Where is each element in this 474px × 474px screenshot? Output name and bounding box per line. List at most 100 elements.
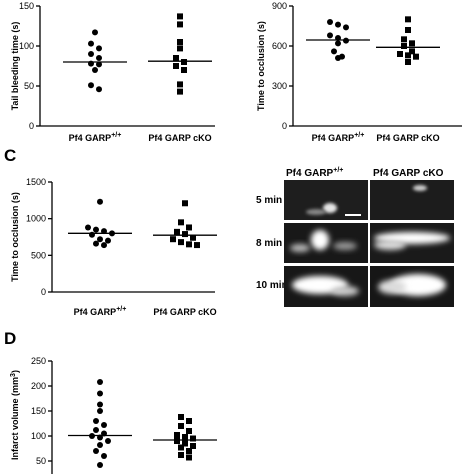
data-point — [97, 236, 103, 243]
micrograph-row-label-5min: 5 min — [256, 195, 282, 206]
data-point — [182, 434, 188, 440]
data-point — [182, 200, 188, 207]
y-axis-label: Time to occlusion (s) — [10, 192, 20, 282]
data-point — [105, 438, 111, 444]
data-point — [409, 48, 415, 55]
data-point — [173, 63, 179, 69]
data-point — [93, 427, 99, 433]
data-point — [174, 432, 180, 438]
data-point — [101, 242, 107, 249]
panel-c-occlusion: 0 500 1000 1500 Time to occlusion (s) Pf4 GAR… — [4, 146, 217, 317]
data-point — [409, 40, 415, 47]
data-point — [89, 231, 95, 238]
data-point — [93, 240, 99, 247]
y-tick-label: 50 — [36, 456, 46, 466]
data-point — [88, 51, 94, 57]
data-point — [405, 16, 411, 23]
data-point — [335, 35, 341, 41]
data-point — [97, 379, 103, 385]
data-point — [327, 19, 333, 25]
data-point — [89, 433, 95, 439]
data-point — [174, 228, 180, 235]
panel-tail-bleeding: 0 50 100 150 Tail bleeding time (s) Pf4 GARP+… — [10, 1, 215, 143]
data-point — [170, 236, 176, 243]
data-point — [109, 230, 115, 237]
data-point — [190, 435, 196, 442]
x-category-label: Pf4 GARP+/+ — [74, 306, 127, 317]
data-point — [177, 88, 183, 95]
micrograph-panel: Pf4 GARP+/+ Pf4 GARP cKO 5 min 8 min 10 … — [256, 167, 454, 307]
data-point — [186, 241, 192, 248]
x-category-label: Pf4 GARP+/+ — [312, 132, 365, 143]
data-point — [92, 29, 98, 36]
data-point — [93, 226, 99, 233]
data-point — [335, 40, 341, 47]
micrograph-8min-cko — [370, 223, 454, 263]
y-axis-label: Infarct volume (mm3) — [10, 370, 20, 460]
y-tick-label: 50 — [24, 81, 34, 91]
data-point — [335, 55, 341, 61]
data-point — [88, 60, 94, 67]
data-point — [186, 418, 192, 424]
y-tick-label: 600 — [272, 41, 287, 51]
micrograph-5min-wildtype — [284, 180, 368, 220]
x-category-label: Pf4 GARP cKO — [376, 133, 439, 143]
data-point — [343, 37, 349, 44]
data-point — [173, 55, 179, 61]
data-point — [413, 53, 419, 60]
data-point — [96, 61, 102, 68]
micrograph-col-title-2: Pf4 GARP cKO — [373, 168, 444, 179]
data-point — [182, 231, 188, 238]
data-point — [101, 422, 107, 428]
data-point — [88, 40, 94, 47]
data-point — [181, 59, 187, 65]
data-point — [174, 438, 180, 444]
data-point — [93, 418, 99, 424]
y-tick-label: 500 — [31, 250, 46, 260]
data-point — [190, 234, 196, 241]
data-point — [97, 442, 103, 448]
y-tick-label: 0 — [41, 287, 46, 297]
data-point — [97, 462, 103, 468]
data-point — [343, 24, 349, 31]
y-tick-label: 0 — [29, 121, 34, 131]
y-tick-label: 300 — [272, 81, 287, 91]
panel-letter: C — [4, 146, 16, 165]
micrograph-row-label-8min: 8 min — [256, 238, 282, 249]
data-point — [97, 408, 103, 414]
data-point — [186, 428, 192, 434]
data-point — [101, 228, 107, 235]
data-point — [181, 67, 187, 73]
data-point — [178, 423, 184, 429]
data-point — [97, 198, 103, 205]
y-axis-label: Tail bleeding time (s) — [10, 22, 20, 111]
y-tick-label: 1500 — [26, 177, 46, 187]
panel-occlusion-top: 0 300 600 900 Time to occlusion (s) Pf4 GARP+… — [256, 1, 462, 143]
data-point — [177, 39, 183, 45]
data-point — [96, 45, 102, 52]
data-point — [85, 224, 91, 231]
data-point — [182, 440, 188, 447]
y-tick-label: 150 — [31, 406, 46, 416]
x-category-label: Pf4 GARP cKO — [153, 307, 216, 317]
y-tick-label: 100 — [19, 41, 34, 51]
data-point — [186, 448, 192, 454]
y-axis-label: Time to occlusion (s) — [256, 21, 266, 111]
data-point — [101, 430, 107, 437]
data-point — [405, 59, 411, 65]
y-tick-label: 900 — [272, 1, 287, 11]
data-point — [178, 452, 184, 458]
data-point — [97, 434, 103, 441]
y-tick-label: 0 — [282, 121, 287, 131]
data-point — [335, 21, 341, 28]
data-point — [177, 13, 183, 20]
data-point — [178, 239, 184, 246]
data-point — [97, 401, 103, 408]
data-point — [177, 81, 183, 88]
micrograph-col-title-1: Pf4 GARP+/+ — [286, 167, 343, 179]
data-point — [186, 224, 192, 231]
data-point — [101, 453, 107, 459]
data-point — [177, 21, 183, 28]
data-point — [96, 86, 102, 93]
